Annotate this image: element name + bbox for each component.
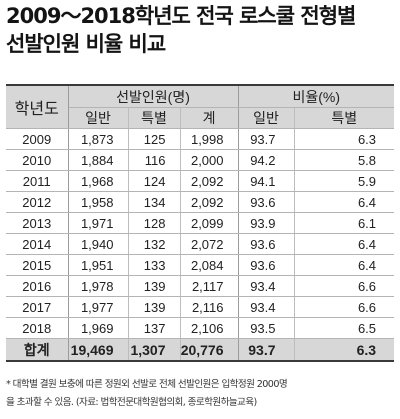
cell-total: 2,106 <box>180 317 239 339</box>
cell-total: 1,998 <box>180 128 239 150</box>
cell-rate-special: 6.4 <box>294 254 395 276</box>
cell-total: 2,099 <box>180 212 239 234</box>
header-rate-general: 일반 <box>238 107 295 129</box>
table-row: 2011 1,968 124 2,092 94.1 5.9 <box>6 170 395 192</box>
cell-total: 2,072 <box>180 233 239 255</box>
table-row: 2013 1,971 128 2,099 93.9 6.1 <box>6 212 395 234</box>
data-table: 학년도 선발인원(명) 비율(%) 일반 특별 계 일반 특별 2009 1,87… <box>6 86 395 362</box>
cell-general: 1,968 <box>68 170 129 192</box>
top-rule <box>6 84 394 86</box>
cell-rate-special: 6.1 <box>294 212 395 234</box>
header-year: 학년도 <box>6 86 69 129</box>
cell-rate-general: 93.4 <box>238 275 295 297</box>
cell-rate-general: 94.2 <box>238 149 295 171</box>
cell-special: 125 <box>128 128 181 150</box>
table-row: 2014 1,940 132 2,072 93.6 6.4 <box>6 233 395 255</box>
cell-general: 1,969 <box>68 317 129 339</box>
cell-year: 2017 <box>6 296 69 318</box>
header-total: 계 <box>180 107 239 129</box>
total-cell-rate-special: 6.3 <box>294 338 395 362</box>
title-line-2: 선발인원 비율 비교 <box>6 32 166 56</box>
table-row: 2017 1,977 139 2,116 93.4 6.6 <box>6 296 395 318</box>
footnote-line-1: * 대학별 결원 보충에 따른 정원외 선발로 전체 선발인원은 입학정원 20… <box>6 379 288 390</box>
cell-special: 124 <box>128 170 181 192</box>
header-group-rate: 비율(%) <box>238 86 395 108</box>
cell-special: 139 <box>128 275 181 297</box>
cell-general: 1,884 <box>68 149 129 171</box>
cell-special: 134 <box>128 191 181 213</box>
cell-rate-general: 93.5 <box>238 317 295 339</box>
cell-year: 2010 <box>6 149 69 171</box>
cell-rate-special: 5.9 <box>294 170 395 192</box>
header-row-2: 일반 특별 계 일반 특별 <box>6 107 395 129</box>
total-cell-general: 19,469 <box>68 338 129 362</box>
page-title: 2009～2018학년도 전국 로스쿨 전형별 선발인원 비율 비교 <box>6 2 396 58</box>
table-body: 2009 1,873 125 1,998 93.7 6.3 2010 1,884 116 2,00… <box>6 128 395 362</box>
total-cell-rate-general: 93.7 <box>238 338 295 362</box>
title-line-1: 2009～2018학년도 전국 로스쿨 전형별 <box>6 4 356 28</box>
cell-rate-general: 93.4 <box>238 296 295 318</box>
cell-rate-general: 93.6 <box>238 233 295 255</box>
footnote: * 대학별 결원 보충에 따른 정원외 선발로 전체 선발인원은 입학정원 20… <box>6 376 394 412</box>
total-cell-year: 합계 <box>6 338 69 362</box>
header-special: 특별 <box>128 107 181 129</box>
cell-year: 2011 <box>6 170 69 192</box>
cell-general: 1,940 <box>68 233 129 255</box>
cell-special: 139 <box>128 296 181 318</box>
cell-special: 137 <box>128 317 181 339</box>
cell-total: 2,092 <box>180 191 239 213</box>
header-rate-special: 특별 <box>294 107 395 129</box>
total-row: 합계 19,469 1,307 20,776 93.7 6.3 <box>6 338 395 362</box>
cell-year: 2013 <box>6 212 69 234</box>
cell-general: 1,971 <box>68 212 129 234</box>
cell-general: 1,951 <box>68 254 129 276</box>
cell-year: 2016 <box>6 275 69 297</box>
cell-general: 1,977 <box>68 296 129 318</box>
cell-total: 2,092 <box>180 170 239 192</box>
cell-year: 2014 <box>6 233 69 255</box>
cell-total: 2,084 <box>180 254 239 276</box>
cell-rate-special: 6.3 <box>294 128 395 150</box>
cell-rate-special: 6.6 <box>294 275 395 297</box>
cell-rate-special: 5.8 <box>294 149 395 171</box>
header-row-1: 학년도 선발인원(명) 비율(%) <box>6 86 395 129</box>
cell-special: 128 <box>128 212 181 234</box>
cell-rate-general: 93.9 <box>238 212 295 234</box>
cell-rate-special: 6.5 <box>294 317 395 339</box>
cell-rate-general: 93.6 <box>238 254 295 276</box>
footnote-line-2: 을 초과할 수 있음. (자료: 법학전문대학원협의회, 종로학원하늘교육) <box>6 397 257 408</box>
cell-rate-general: 93.7 <box>238 128 295 150</box>
cell-year: 2015 <box>6 254 69 276</box>
cell-special: 132 <box>128 233 181 255</box>
total-cell-total: 20,776 <box>180 338 239 362</box>
table-row: 2015 1,951 133 2,084 93.6 6.4 <box>6 254 395 276</box>
cell-rate-special: 6.6 <box>294 296 395 318</box>
cell-general: 1,978 <box>68 275 129 297</box>
header-group-count: 선발인원(명) <box>68 86 239 108</box>
table-row: 2009 1,873 125 1,998 93.7 6.3 <box>6 128 395 150</box>
table-row: 2016 1,978 139 2,117 93.4 6.6 <box>6 275 395 297</box>
cell-special: 116 <box>128 149 181 171</box>
cell-total: 2,116 <box>180 296 239 318</box>
cell-year: 2012 <box>6 191 69 213</box>
cell-year: 2009 <box>6 128 69 150</box>
cell-rate-special: 6.4 <box>294 191 395 213</box>
cell-rate-general: 94.1 <box>238 170 295 192</box>
cell-general: 1,958 <box>68 191 129 213</box>
cell-total: 2,000 <box>180 149 239 171</box>
cell-general: 1,873 <box>68 128 129 150</box>
header-general: 일반 <box>68 107 129 129</box>
cell-rate-special: 6.4 <box>294 233 395 255</box>
cell-rate-general: 93.6 <box>238 191 295 213</box>
table-row: 2010 1,884 116 2,000 94.2 5.8 <box>6 149 395 171</box>
table-row: 2012 1,958 134 2,092 93.6 6.4 <box>6 191 395 213</box>
cell-total: 2,117 <box>180 275 239 297</box>
total-cell-special: 1,307 <box>128 338 181 362</box>
table-row: 2018 1,969 137 2,106 93.5 6.5 <box>6 317 395 339</box>
cell-year: 2018 <box>6 317 69 339</box>
cell-special: 133 <box>128 254 181 276</box>
